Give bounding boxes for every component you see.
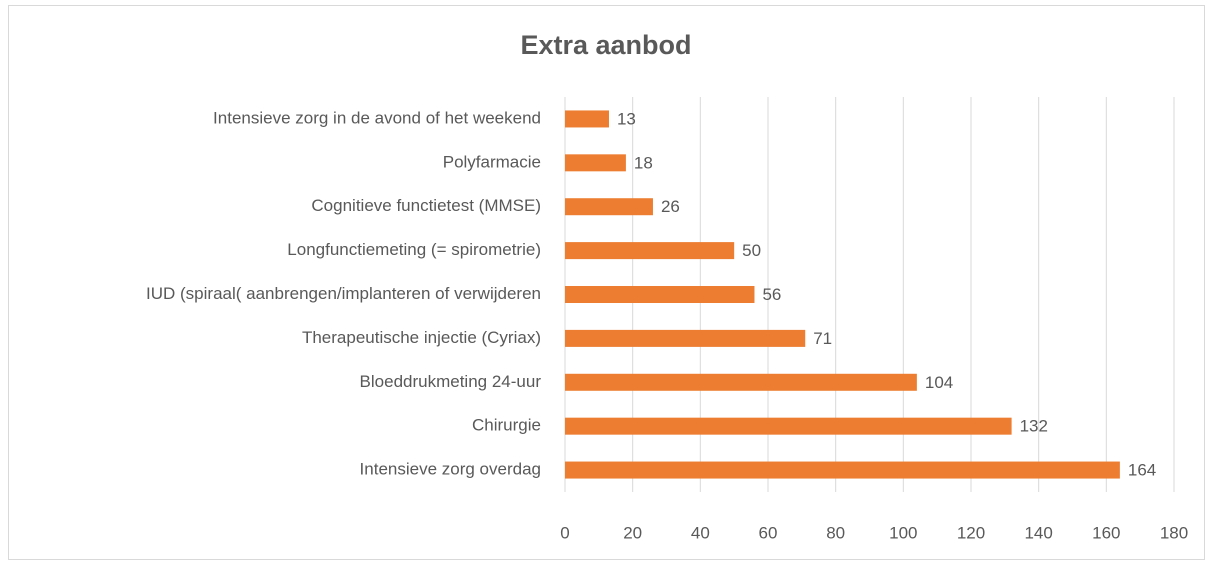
bar — [565, 154, 626, 172]
x-tick-label: 120 — [957, 523, 985, 542]
y-tick-label: Polyfarmacie — [443, 152, 541, 171]
y-tick-label: IUD (spiraal( aanbrengen/implanteren of … — [146, 284, 541, 303]
y-tick-label: Longfunctiemeting (= spirometrie) — [287, 240, 541, 259]
y-tick-label: Bloeddrukmeting 24-uur — [360, 372, 542, 391]
x-tick-label: 60 — [759, 523, 778, 542]
data-label: 13 — [617, 109, 636, 128]
x-tick-label: 0 — [560, 523, 569, 542]
x-tick-label: 20 — [623, 523, 642, 542]
y-tick-label: Intensieve zorg in de avond of het weeke… — [213, 108, 541, 127]
x-tick-label: 180 — [1160, 523, 1188, 542]
y-tick-label: Chirurgie — [472, 416, 541, 435]
bar — [565, 110, 609, 128]
data-label: 164 — [1128, 461, 1156, 480]
bar — [565, 198, 653, 216]
data-label: 104 — [925, 373, 953, 392]
data-label: 18 — [634, 153, 653, 172]
bar — [565, 417, 1012, 435]
bar — [565, 242, 735, 260]
y-tick-label: Therapeutische injectie (Cyriax) — [302, 328, 541, 347]
bar — [565, 461, 1120, 479]
x-tick-label: 160 — [1092, 523, 1120, 542]
chart-title: Extra aanbod — [520, 30, 691, 60]
data-label: 26 — [661, 197, 680, 216]
x-tick-label: 100 — [889, 523, 917, 542]
y-tick-label: Intensieve zorg overdag — [360, 460, 541, 479]
data-label: 56 — [762, 285, 781, 304]
x-tick-label: 140 — [1024, 523, 1052, 542]
data-label: 71 — [813, 329, 832, 348]
bar — [565, 373, 917, 391]
x-tick-label: 40 — [691, 523, 710, 542]
data-label: 50 — [742, 241, 761, 260]
y-tick-label: Cognitieve functietest (MMSE) — [311, 196, 541, 215]
data-label: 132 — [1020, 417, 1048, 436]
x-tick-label: 80 — [826, 523, 845, 542]
bar — [565, 286, 755, 303]
bar — [565, 329, 806, 347]
